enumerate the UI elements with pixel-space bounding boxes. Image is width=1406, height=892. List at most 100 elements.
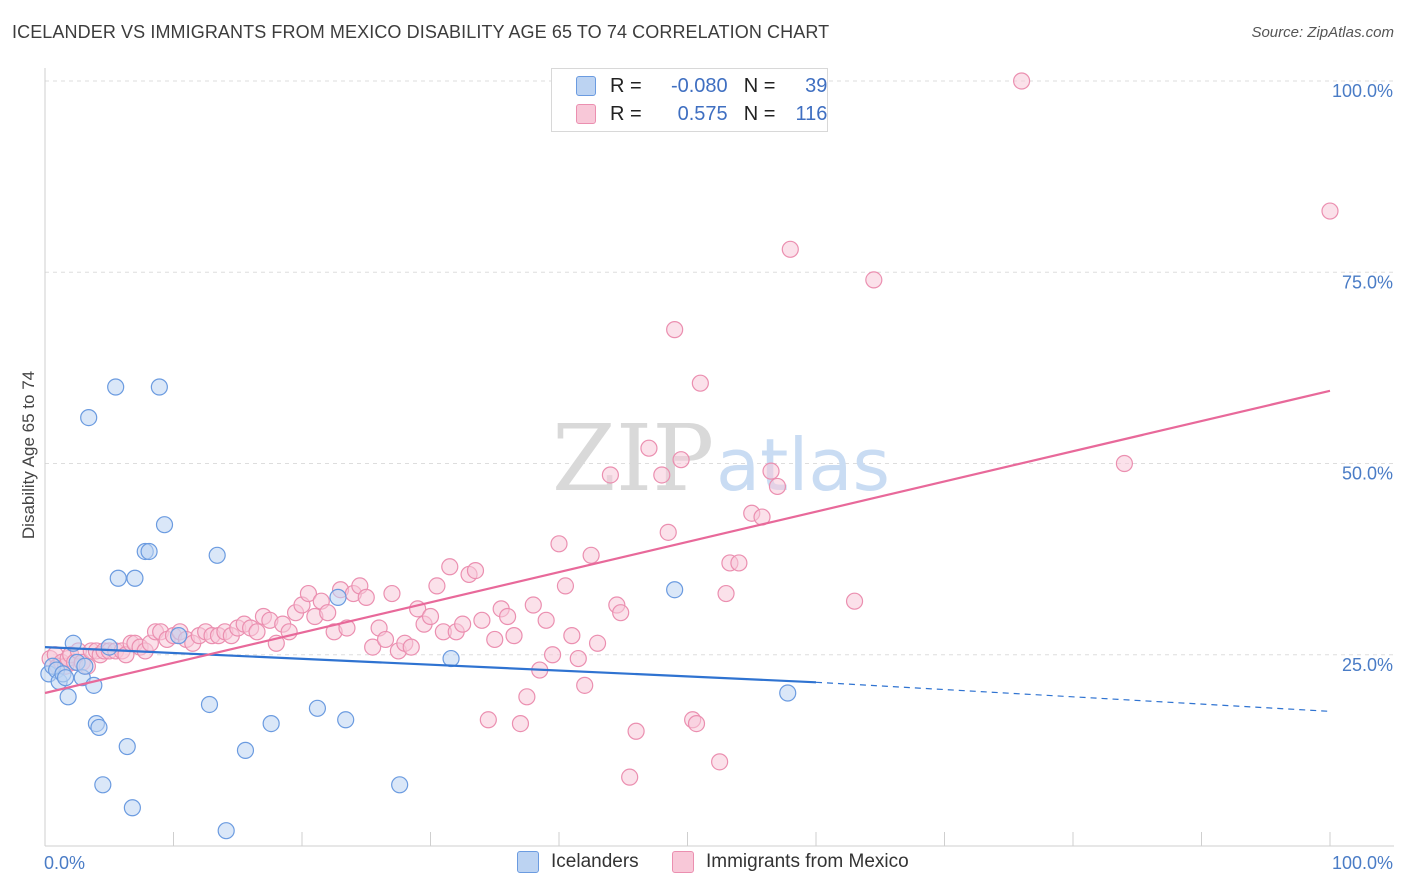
mexico-point	[711, 753, 729, 771]
icelander-point	[170, 627, 188, 645]
mexico-point	[845, 592, 864, 610]
x-tick-label-min: 0.0%	[44, 853, 85, 873]
icelander-point	[118, 737, 136, 756]
mexico-point	[376, 630, 395, 649]
grid-lines	[45, 80, 1394, 656]
icelander-point	[262, 714, 280, 733]
icelander-point	[90, 718, 108, 737]
mexico-point	[762, 462, 780, 480]
legend-swatch-pink	[576, 104, 596, 124]
legend-n-value: 39	[805, 74, 828, 97]
mexico-point	[383, 584, 401, 603]
mexico-point	[672, 451, 690, 469]
icelander-trend-extension	[815, 681, 1331, 712]
mexico-point	[466, 561, 485, 580]
trend-lines	[44, 389, 1331, 712]
mexico-point	[576, 676, 594, 694]
mexico-point	[666, 321, 684, 339]
mexico-point	[402, 638, 420, 656]
legend-item-mexico: Immigrants from Mexico	[672, 851, 909, 873]
mexico-point	[768, 477, 787, 496]
mexico-point	[569, 649, 587, 668]
legend-item-icelanders: Icelanders	[517, 851, 639, 873]
icelander-point	[126, 569, 144, 587]
icelander-point	[80, 409, 98, 427]
source-note: Source: ZipAtlas.com	[1251, 24, 1394, 41]
mexico-point	[479, 711, 497, 729]
mexico-point	[640, 439, 658, 457]
mexico-point	[524, 596, 542, 614]
mexico-point	[421, 607, 440, 626]
mexico-point	[299, 584, 318, 603]
y-tick-label: 25.0%	[1342, 655, 1393, 675]
mexico-point	[653, 466, 671, 484]
mexico-point	[781, 240, 799, 258]
tick-labels: 25.0% 50.0% 75.0% 100.0% 0.0% 100.0%	[44, 81, 1393, 873]
mexico-point	[505, 627, 523, 645]
icelander-point	[442, 649, 460, 668]
mexico-point	[730, 554, 748, 572]
icelander-point	[666, 581, 684, 599]
mexico-point	[499, 607, 517, 626]
legend-swatch-icelanders	[517, 851, 539, 873]
mexico-point	[428, 577, 446, 595]
legend-swatch-mexico	[672, 851, 694, 873]
legend-swatch-blue	[576, 76, 596, 96]
mexico-point	[486, 630, 504, 649]
icelander-point	[217, 822, 235, 840]
legend-r-value: -0.080	[670, 74, 728, 97]
mexico-point	[550, 535, 568, 553]
mexico-point	[248, 623, 266, 641]
icelander-point	[94, 776, 112, 794]
watermark-atlas: atlas	[716, 423, 890, 507]
x-tick-label-max: 100.0%	[1332, 853, 1393, 873]
legend-n-label: N =	[743, 102, 776, 125]
mexico-point	[454, 615, 472, 633]
mexico-point	[627, 722, 645, 740]
mexico-point	[621, 768, 639, 786]
icelander-point	[337, 711, 355, 729]
icelander-point	[391, 776, 409, 794]
series-legend: Icelanders Immigrants from Mexico	[0, 851, 1406, 879]
mexico-point	[319, 604, 337, 622]
icelander-point	[140, 542, 158, 561]
legend-r-label: R =	[610, 102, 642, 125]
icelander-point	[100, 638, 118, 656]
mexico-point	[659, 523, 677, 541]
mexico-point	[865, 271, 883, 289]
icelander-point	[76, 657, 94, 675]
mexico-point	[441, 558, 459, 576]
y-tick-label: 75.0%	[1342, 272, 1393, 292]
mexico-point	[1115, 454, 1134, 473]
mexico-point	[717, 584, 735, 603]
mexico-point	[601, 466, 620, 484]
mexico-point	[1321, 202, 1339, 220]
icelander-trend-line	[44, 646, 817, 684]
legend-r-label: R =	[610, 74, 642, 97]
mexico-point	[612, 604, 630, 622]
mexico-point	[543, 646, 562, 664]
mexico-point	[357, 588, 375, 606]
legend-n-label: N =	[743, 74, 776, 97]
icelander-point	[329, 588, 347, 606]
icelander-point	[109, 569, 127, 587]
icelander-point	[208, 546, 226, 564]
mexico-point	[687, 714, 706, 733]
mexico-point	[511, 714, 530, 733]
data-points	[40, 72, 1339, 840]
legend-label-icelanders: Icelanders	[551, 851, 639, 872]
legend-r-value: 0.575	[677, 102, 728, 125]
watermark: ZIP atlas	[552, 405, 890, 512]
icelander-point	[150, 378, 168, 396]
mexico-point	[691, 374, 709, 392]
mexico-point	[563, 627, 581, 645]
icelander-point	[59, 688, 77, 706]
mexico-point	[1012, 72, 1031, 90]
icelander-point	[779, 684, 797, 702]
mexico-point	[537, 611, 555, 629]
correlation-legend: R = -0.080 N = 39 R = 0.575 N = 116	[551, 68, 828, 132]
mexico-point	[582, 546, 600, 564]
legend-row-mexico: R = 0.575 N = 116	[576, 101, 827, 127]
icelander-point	[308, 699, 327, 717]
icelander-point	[200, 695, 219, 714]
